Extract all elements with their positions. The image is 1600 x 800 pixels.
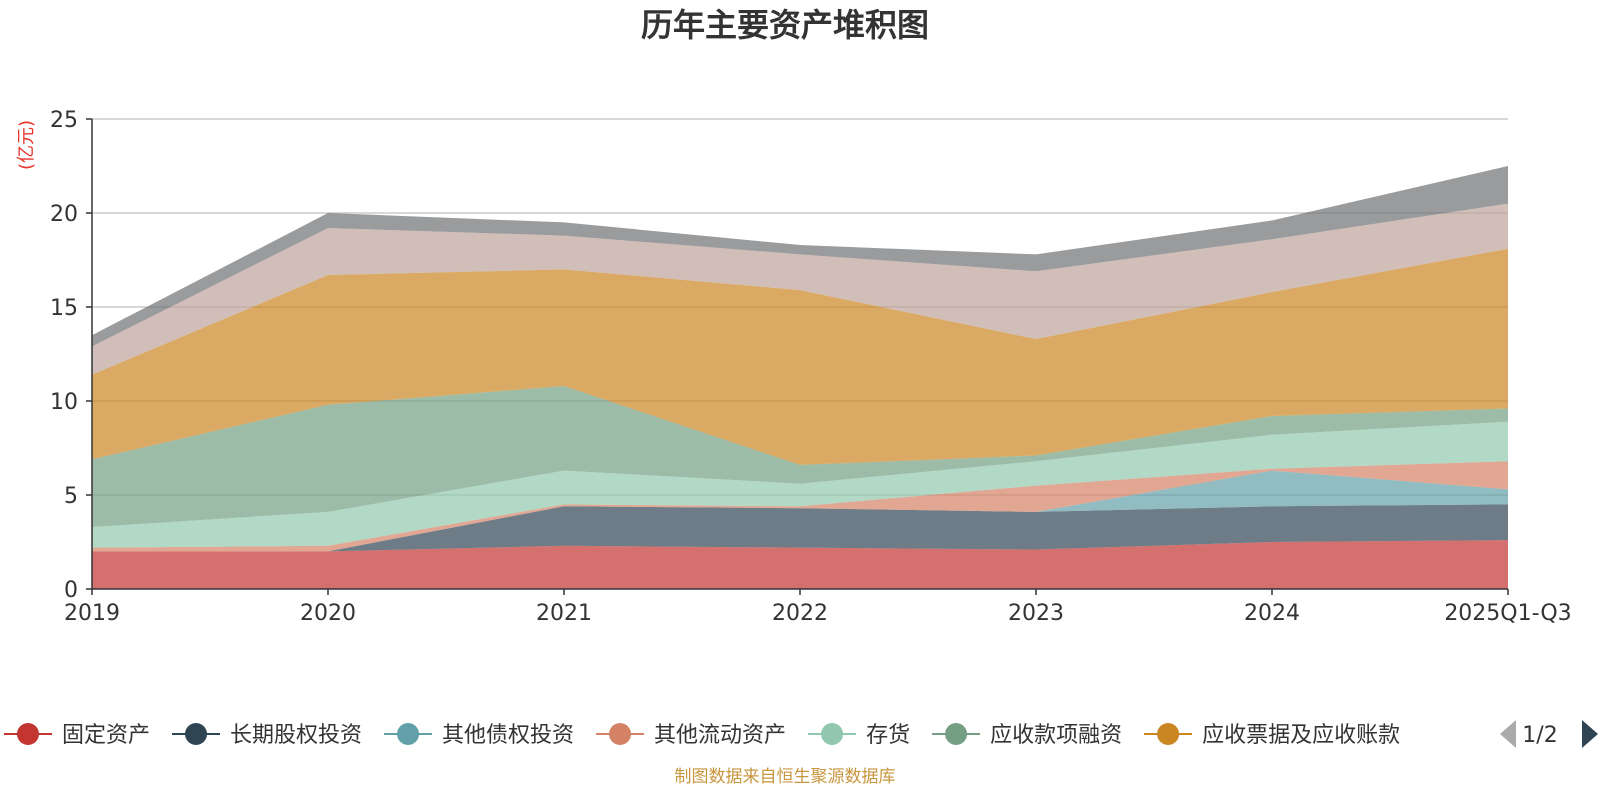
legend-label: 其他债权投资 xyxy=(442,723,574,748)
y-tick-label: 0 xyxy=(64,578,78,603)
y-axis-unit-label: (亿元) xyxy=(16,120,37,170)
x-tick-label: 2022 xyxy=(772,601,828,626)
legend-marker xyxy=(17,723,39,745)
legend-label: 应收票据及应收账款 xyxy=(1202,723,1400,748)
legend-next-arrow-icon[interactable] xyxy=(1582,720,1598,748)
legend-marker xyxy=(821,723,844,745)
legend-marker xyxy=(609,723,632,745)
x-tick-label: 2024 xyxy=(1244,601,1300,626)
x-tick-label: 2020 xyxy=(300,601,356,626)
x-tick-label: 2023 xyxy=(1008,601,1064,626)
area-series-5[interactable] xyxy=(92,386,1508,527)
legend-pager: 1/2 xyxy=(1500,720,1598,748)
legend: 固定资产 长期股权投资 其他债权投资 其他流动资产 存货 应收款项融资 应收票据及应收账款 xyxy=(4,723,1400,748)
area-series-group xyxy=(92,166,1508,589)
legend-item-2[interactable]: 其他债权投资 xyxy=(384,723,574,748)
y-tick-label: 10 xyxy=(50,390,78,415)
area-series-3[interactable] xyxy=(92,461,1508,552)
legend-page-indicator: 1/2 xyxy=(1522,723,1557,748)
legend-item-0[interactable]: 固定资产 xyxy=(4,723,150,748)
x-tick-label: 2021 xyxy=(536,601,592,626)
legend-label: 存货 xyxy=(866,723,910,748)
legend-label: 长期股权投资 xyxy=(230,723,362,748)
y-tick-label: 25 xyxy=(50,108,78,133)
legend-marker xyxy=(397,723,420,745)
y-tick-label: 20 xyxy=(50,202,78,227)
legend-item-4[interactable]: 存货 xyxy=(808,723,910,748)
area-series-7[interactable] xyxy=(92,203,1508,375)
legend-marker xyxy=(185,723,208,745)
x-tick-label: 2019 xyxy=(64,601,120,626)
area-series-2[interactable] xyxy=(92,470,1508,552)
x-tick-label: 2025Q1-Q3 xyxy=(1444,601,1571,626)
legend-marker xyxy=(945,723,968,745)
legend-item-3[interactable]: 其他流动资产 xyxy=(596,723,786,748)
axes: 0 5 10 15 20 25 2019 2020 2021 2022 2023 2024 2025Q1… xyxy=(50,108,1572,626)
legend-prev-arrow-icon[interactable] xyxy=(1500,720,1516,748)
area-series-0[interactable] xyxy=(92,540,1508,589)
area-series-4[interactable] xyxy=(92,421,1508,548)
legend-label: 应收款项融资 xyxy=(990,723,1122,748)
legend-item-1[interactable]: 长期股权投资 xyxy=(172,723,362,748)
chart-title: 历年主要资产堆积图 xyxy=(641,6,929,44)
legend-label: 其他流动资产 xyxy=(654,723,786,748)
area-series-1[interactable] xyxy=(92,504,1508,552)
data-source-note: 制图数据来自恒生聚源数据库 xyxy=(675,767,896,787)
y-tick-label: 15 xyxy=(50,296,78,321)
legend-label: 固定资产 xyxy=(62,723,150,748)
area-series-6[interactable] xyxy=(92,248,1508,465)
legend-item-5[interactable]: 应收款项融资 xyxy=(932,723,1122,748)
legend-marker xyxy=(1157,723,1180,745)
legend-item-6[interactable]: 应收票据及应收账款 xyxy=(1144,723,1400,748)
y-tick-label: 5 xyxy=(64,484,78,509)
